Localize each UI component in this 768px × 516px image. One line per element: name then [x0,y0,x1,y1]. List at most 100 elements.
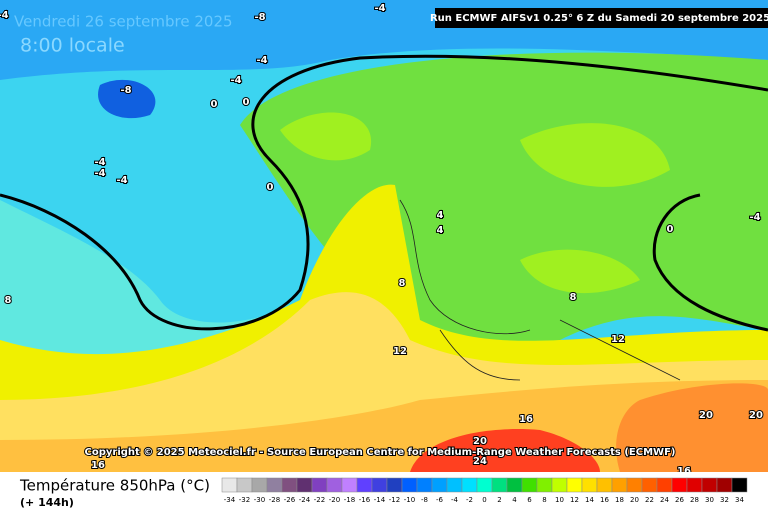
contour-label: 20 [699,410,713,421]
colorbar-tick-label: 22 [645,496,654,504]
colorbar-tick-label: 34 [735,496,744,504]
color-swatch [506,477,523,493]
color-swatch [341,477,358,493]
contour-label: -4 [230,75,241,86]
colorbar-tick-label: -30 [254,496,265,504]
color-swatch [371,477,388,493]
contour-label: 4 [437,210,444,221]
contour-labels: -4-8-4-4-400-8-4-4-4044-4088812121620242… [0,2,764,478]
colorbar-tick-label: -14 [374,496,386,504]
contour-label: 16 [91,460,105,471]
contour-label: 12 [611,334,625,345]
color-swatch [656,477,673,493]
run-banner [435,8,768,28]
field-lightgreen [280,112,670,294]
colorbar-tick-label: 12 [570,496,579,504]
colorbar-tick-label: 30 [705,496,714,504]
colorbar-tick-label: 8 [542,496,546,504]
color-swatch [296,477,313,493]
color-swatch [611,477,628,493]
colorbar-tick-label: -16 [359,496,371,504]
contour-label: 20 [473,436,487,447]
colorbar-tick-label: 14 [585,496,594,504]
color-swatch [221,477,238,493]
color-swatch [551,477,568,493]
contour-zero [0,54,768,331]
color-swatch [566,477,583,493]
contour-label: 8 [399,278,406,289]
color-swatch [356,477,373,493]
colorbar-tick-label: 26 [675,496,684,504]
color-swatch [596,477,613,493]
color-swatch [446,477,463,493]
contour-label: -8 [120,85,131,96]
contour-label: 8 [5,295,12,306]
color-swatch [281,477,298,493]
color-swatch [431,477,448,493]
colorbar-tick-label: -10 [404,496,415,504]
colorbar-tick-label: -24 [299,496,311,504]
contour-label: -4 [94,168,105,179]
colorbar-tick-label: 2 [497,496,501,504]
colorbar-tick-label: -26 [284,496,296,504]
color-swatch [716,477,733,493]
colorbar: -34 -32 -30 -28 -26 -24 -22 -20 -18 -16 -14 -12 -10-… [221,477,748,504]
color-swatch [401,477,418,493]
contour-label: 8 [570,292,577,303]
color-swatch [476,477,493,493]
contour-label: 12 [393,346,407,357]
map: Run ECMWF AIFSv1 0.25° 6 Z du Samedi 20 … [0,0,768,478]
contour-label: 4 [437,225,444,236]
date: Vendredi 26 septembre 2025 [14,13,233,31]
contour-label: 20 [749,410,763,421]
contour-label: -4 [374,3,385,14]
color-swatch [236,477,253,493]
colorbar-tick-label: 10 [555,496,564,504]
field-red [410,429,600,472]
colorbar-tick-label: -18 [344,496,355,504]
colorbar-tick-label: -20 [329,496,340,504]
copyright: Copyright © 2025 Meteociel.fr - Source E… [85,447,676,458]
contour-label: 0 [267,182,274,193]
colorbar-tick-label: -4 [451,496,459,504]
legend-subtitle: (+ 144h) [20,496,74,509]
color-swatch [671,477,688,493]
color-swatch [326,477,343,493]
color-swatch [416,477,433,493]
color-swatch [536,477,553,493]
contour-label: -8 [254,12,265,23]
color-swatch [521,477,538,493]
colorbar-tick-label: -34 [224,496,236,504]
contour-label: -4 [94,157,105,168]
colorbar-tick-label: -32 [239,496,250,504]
contour-label: 0 [667,224,674,235]
colorbar-tick-label: -22 [314,496,325,504]
colorbar-tick-label: 18 [615,496,624,504]
colorbar-tick-label: 16 [600,496,609,504]
color-swatch [641,477,658,493]
colorbar-tick-label: -2 [466,496,473,504]
color-swatch [251,477,268,493]
contour-label: -4 [256,55,267,66]
colorbar-tick-label: 6 [527,496,532,504]
legend-title: Température 850hPa (°C) [19,477,210,495]
color-swatch [701,477,718,493]
colorbar-tick-label: 0 [482,496,486,504]
colorbar-tick-label: 28 [690,496,699,504]
colorbar-tick-label: -6 [436,496,444,504]
colorbar-tick-label: 20 [630,496,639,504]
coastline [399,199,681,381]
time: 8:00 locale [20,35,125,57]
colorbar-tick-label: 32 [720,496,729,504]
field-darkblue [98,79,156,119]
colorbar-tick-label: -8 [421,496,428,504]
contour-label: -4 [116,175,127,186]
contour-label: 0 [243,97,250,108]
contour-label: -4 [749,212,760,223]
color-swatch [266,477,283,493]
colorbar-tick-label: -12 [389,496,400,504]
color-swatch [626,477,643,493]
colorbar-tick-label: -28 [269,496,280,504]
